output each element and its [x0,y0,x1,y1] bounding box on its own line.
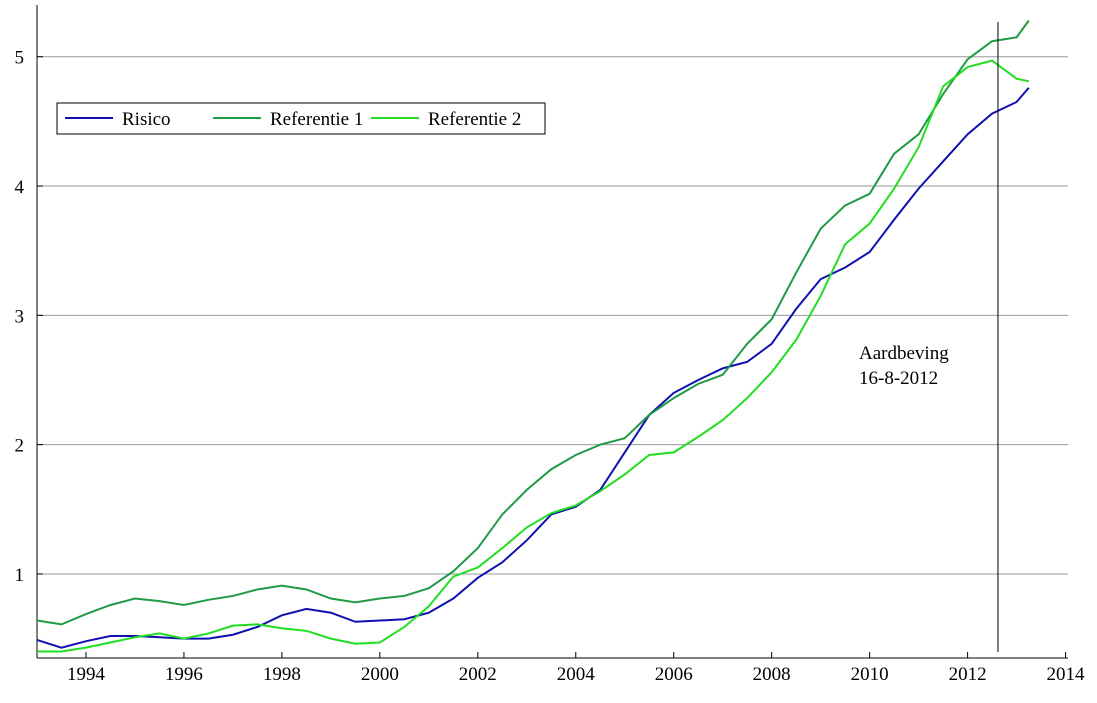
y-tick-label: 5 [15,48,25,69]
x-tick-label: 2000 [361,664,399,685]
series-line [36,19,1030,626]
y-tick-label: 3 [15,306,25,327]
y-tick-label: 1 [15,565,25,586]
x-tick-label: 2010 [851,664,889,685]
x-tick-label: 2004 [557,664,596,685]
annotation: Aardbeving [859,343,949,364]
x-tick-label: 2008 [753,664,791,685]
x-tick-label: 2006 [655,664,693,685]
x-tick-label: 2012 [949,664,987,685]
x-tick-label: 1998 [263,664,301,685]
legend: Risico Referentie 1 Referentie 2 [56,102,546,135]
y-tick-label: 4 [15,177,25,198]
x-tick-label: 2014 [1047,664,1086,685]
legend-box [56,102,546,135]
x-tick-label: 1994 [67,664,106,685]
legend-label: Risico [122,109,171,130]
series-line [36,87,1030,649]
x-tick-label: 1996 [165,664,203,685]
annotation: 16-8-2012 [859,368,938,389]
series-line [37,59,1030,653]
x-tick-label: 2002 [459,664,497,685]
y-tick-label: 2 [15,436,25,457]
legend-label: Referentie 1 [270,109,363,130]
legend-label: Referentie 2 [428,109,521,130]
